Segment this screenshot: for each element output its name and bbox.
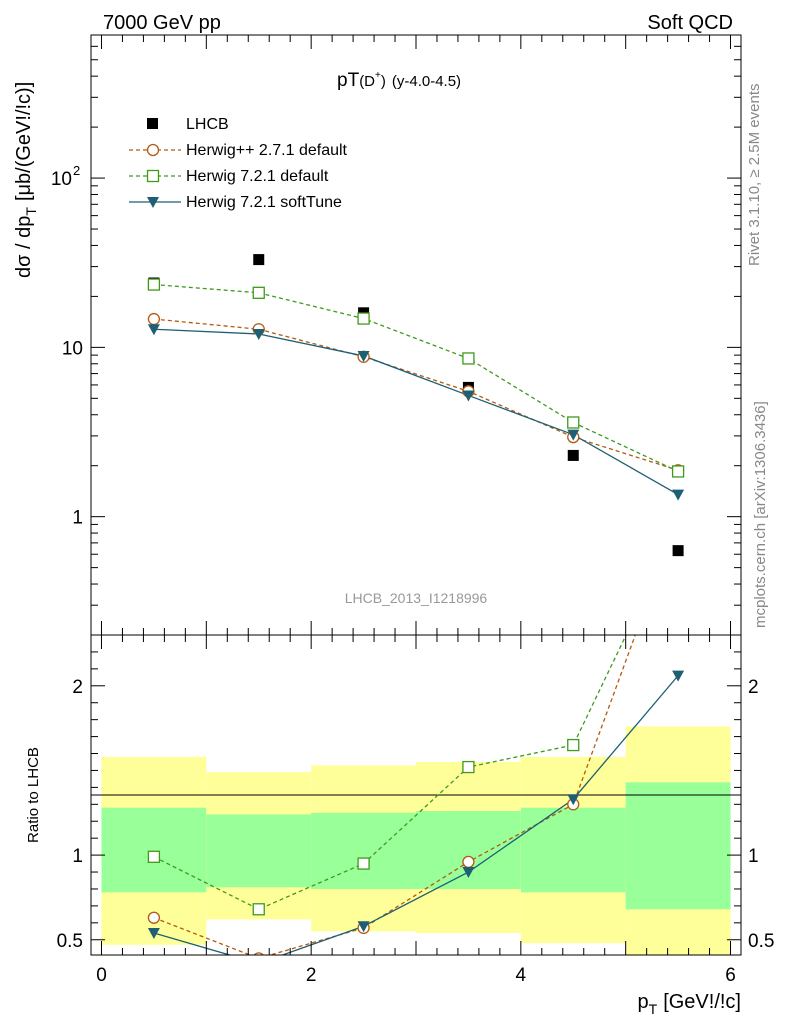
herwigpp-ratio-point <box>253 952 264 955</box>
softtune-ratio-point <box>462 867 475 879</box>
legend-label-herwigpp: Herwig++ 2.7.1 default <box>186 142 348 159</box>
softtune-point <box>252 328 265 340</box>
herwig721-point <box>671 465 685 478</box>
ratio-band-inner <box>625 782 731 910</box>
ylabel-units: [μb/(GeV!/!c)] <box>13 82 35 201</box>
herwig721-ratio-point <box>147 850 161 863</box>
herwigpp-ratio-point <box>147 911 161 924</box>
herwig721-point <box>147 278 161 291</box>
legend-label-lhcb: LHCB <box>186 116 229 133</box>
lhcb-data-point <box>253 254 265 266</box>
legend-label-herwig721: Herwig 7.2.1 default <box>186 168 329 185</box>
xlabel-units: [GeV!/!c] <box>663 991 741 1013</box>
analysis-watermark: LHCB_2013_I1218996 <box>345 590 488 606</box>
ratio-band-inner <box>520 807 626 893</box>
main-series-line <box>153 318 679 471</box>
main-ytick-exponent: 2 <box>73 163 80 178</box>
mcplots-label: mcplots.cern.ch [arXiv:1306.3436] <box>752 401 769 628</box>
ratio-xtick-label: 2 <box>306 965 317 986</box>
ratio-series <box>147 635 685 969</box>
process-label: Soft QCD <box>647 12 733 34</box>
ratio-ylabel: Ratio to LHCB <box>25 747 42 843</box>
main-ytick-label: 10 <box>51 169 72 190</box>
ratio-xlabel: pT [GeV!/!c] <box>638 991 742 1017</box>
ratio-band-inner <box>206 814 312 888</box>
main-series-line <box>153 328 679 496</box>
main-ytick-label: 1 <box>72 508 83 529</box>
ratio-series-line <box>153 635 636 955</box>
legend-label-softtune: Herwig 7.2.1 softTune <box>186 194 342 211</box>
herwig721-point <box>252 286 265 299</box>
herwig721-ratio-point <box>567 738 580 752</box>
energy-label: 7000 GeV pp <box>103 12 221 34</box>
herwig721-ratio-point <box>252 903 265 916</box>
ratio-ytick-label-left: 2 <box>72 677 83 698</box>
ratio-series-line <box>153 675 679 955</box>
main-series-line <box>153 283 679 473</box>
softtune-point <box>462 390 475 402</box>
ratio-ytick-label-right: 2 <box>748 677 759 698</box>
ratio-xtick-label: 4 <box>516 965 527 986</box>
xlabel-main: p <box>638 991 649 1013</box>
ratio-bands <box>101 726 731 955</box>
softtune-ratio-point <box>357 921 370 933</box>
softtune-point <box>357 350 370 362</box>
ratio-xtick-label: 0 <box>96 965 107 986</box>
softtune-point <box>672 489 685 501</box>
legend-marker-lhcb <box>147 118 158 129</box>
lhcb-data-point <box>567 449 579 461</box>
softtune-ratio-point <box>672 670 685 682</box>
title-sup: + <box>375 70 381 81</box>
lhcb-data-point <box>672 545 684 557</box>
ratio-series-line <box>153 635 627 911</box>
ratio-ticks: 0.5 0.5 1 1 2 2 0 2 4 6 <box>57 635 774 986</box>
main-ytick-label: 10 <box>62 338 83 359</box>
title-range: (y-4.0-4.5) <box>392 73 461 90</box>
ylabel-main: dσ / dp <box>13 216 35 278</box>
ratio-ytick-label-left: 0.5 <box>57 931 83 952</box>
softtune-point <box>567 429 580 441</box>
main-series <box>147 254 685 557</box>
legend-marker-softtune <box>147 197 159 208</box>
title-close: ) <box>381 73 386 90</box>
title-sub: (D <box>359 73 375 90</box>
ratio-panel: 0.5 0.5 1 1 2 2 0 2 4 6 Ratio to LHCB pT [GeV!/!c] <box>25 634 774 1017</box>
ratio-band-inner <box>311 812 416 889</box>
legend-marker-herwig721 <box>146 169 160 183</box>
herwig721-ratio-point <box>462 760 475 774</box>
herwigpp-ratio-point <box>462 855 475 869</box>
softtune-ratio-point <box>253 958 265 969</box>
rivet-label: Rivet 3.1.10, ≥ 2.5M events <box>746 84 763 267</box>
softtune-point <box>147 324 160 336</box>
title-main: pT <box>337 70 360 91</box>
herwigpp-point <box>147 312 161 326</box>
ratio-ytick-label-right: 0.5 <box>748 931 774 952</box>
ratio-xtick-label: 6 <box>725 965 736 986</box>
ratio-ytick-label-right: 1 <box>748 846 759 867</box>
plot-title: pT(D+) (y-4.0-4.5) <box>337 70 461 91</box>
legend: LHCB Herwig++ 2.7.1 default Herwig 7.2.1… <box>129 116 348 211</box>
xlabel-sub: T <box>649 1001 658 1017</box>
herwig721-ratio-point <box>357 857 370 870</box>
herwig721-point <box>462 352 475 365</box>
ratio-ytick-label-left: 1 <box>72 846 83 867</box>
softtune-ratio-point <box>147 927 160 939</box>
main-ylabel: dσ / dpT [μb/(GeV!/!c)] <box>13 82 39 278</box>
ylabel-sub: T <box>23 207 39 216</box>
ratio-band-inner <box>101 807 207 893</box>
herwig721-point <box>357 312 370 325</box>
herwig721-point <box>567 416 580 429</box>
legend-marker-herwigpp <box>146 143 160 157</box>
softtune-ratio-point <box>567 794 580 806</box>
